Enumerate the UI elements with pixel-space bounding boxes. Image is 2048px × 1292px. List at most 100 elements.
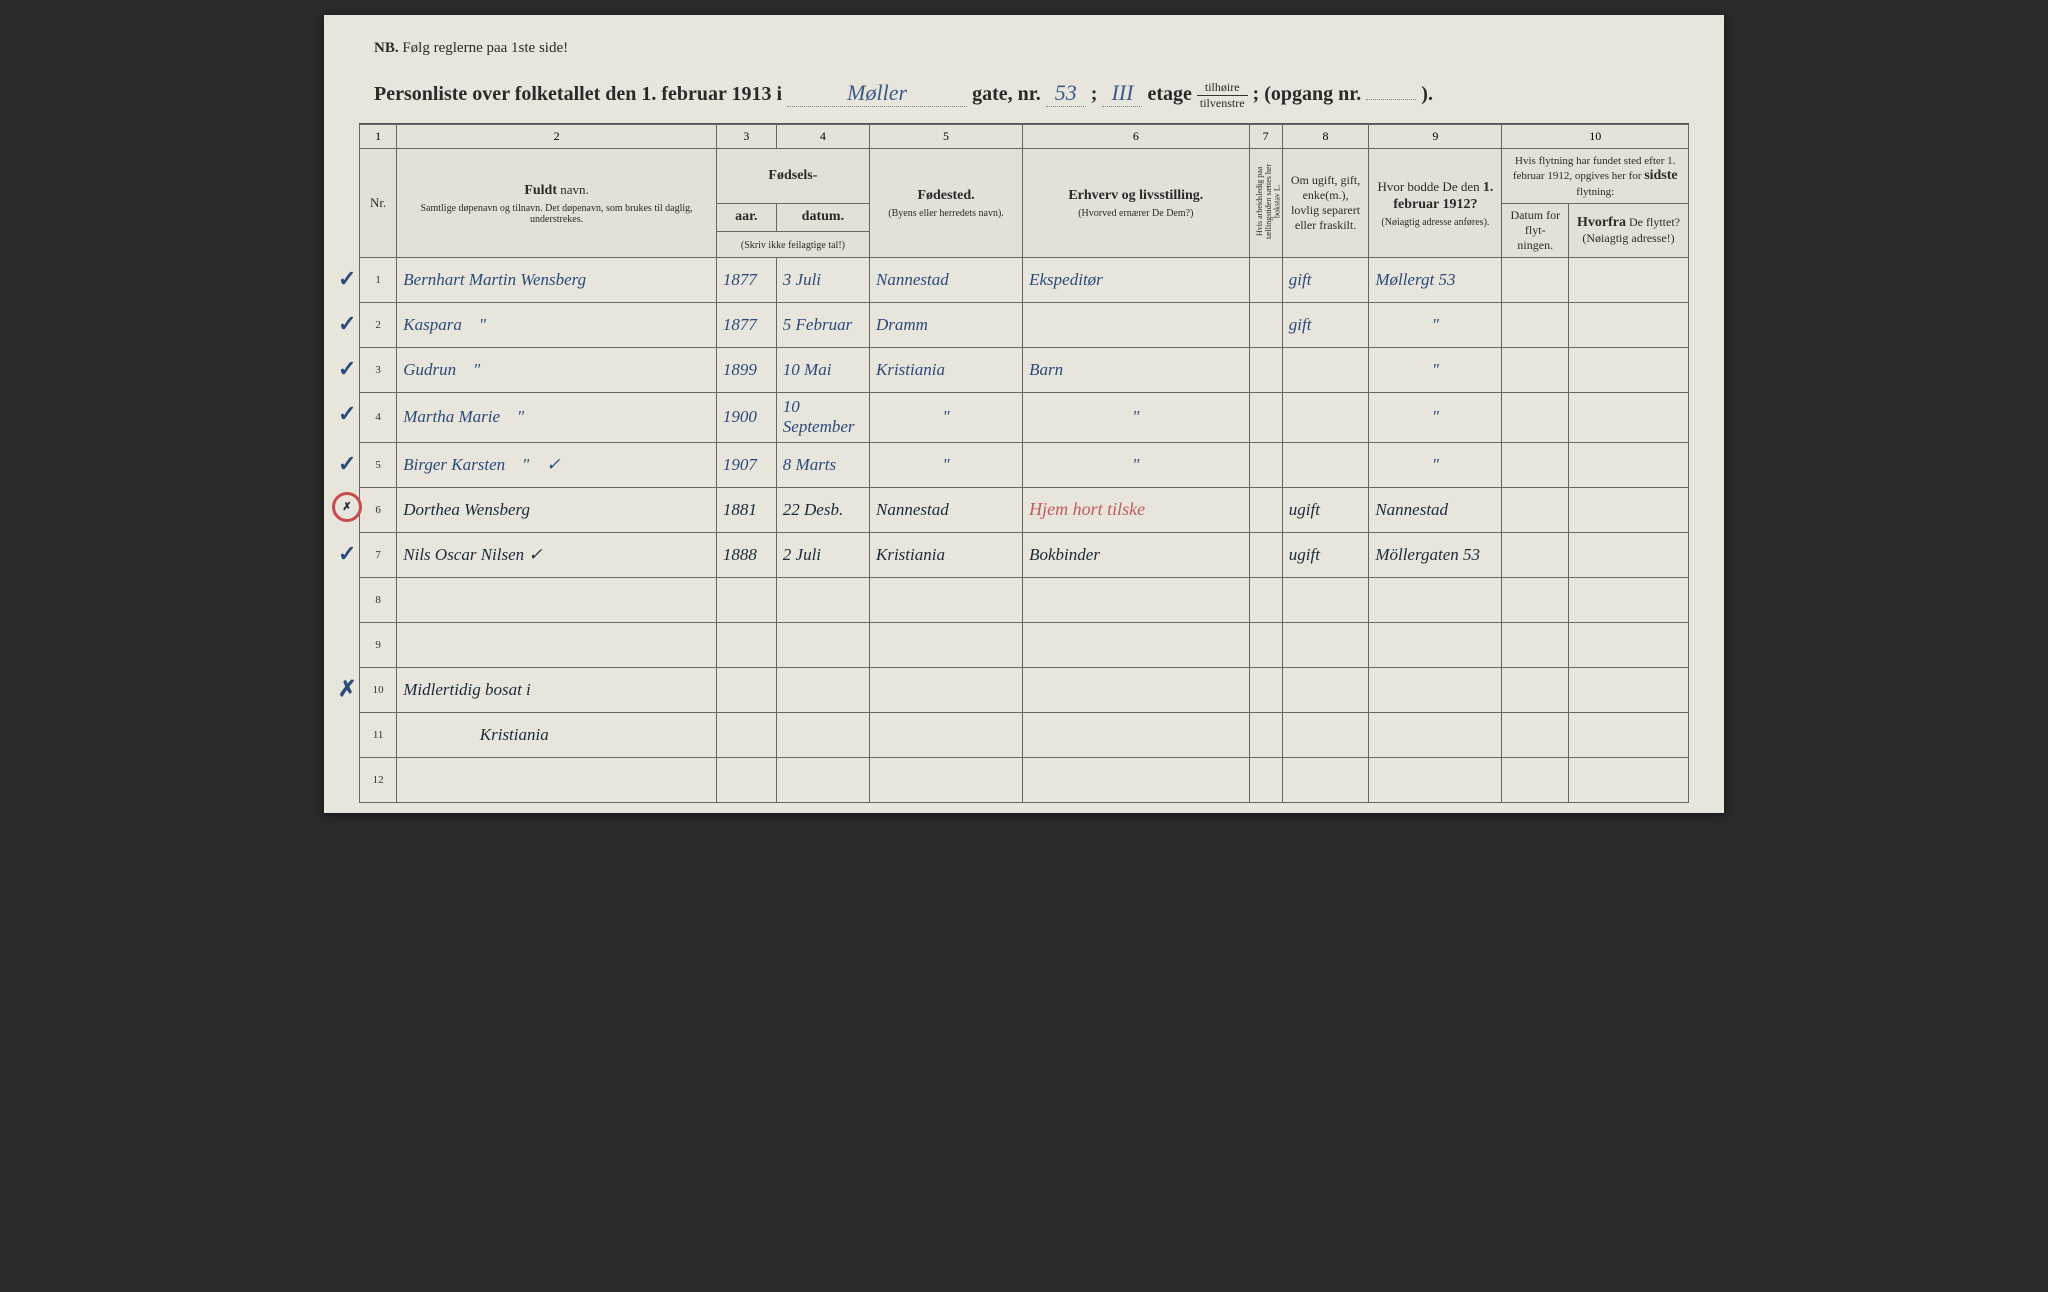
birthplace-cell: Nannestad (869, 487, 1022, 532)
name-cell: Bernhart Martin Wensberg (397, 258, 717, 303)
row-nr-cell: 7✓ (360, 532, 397, 577)
marital-text: ugift (1289, 545, 1320, 564)
title-line: Personliste over folketallet den 1. febr… (359, 75, 1689, 124)
col7-cell (1249, 667, 1282, 712)
header-birth-title: Fødsels- (716, 149, 869, 204)
year-text: 1899 (723, 360, 757, 379)
year-cell: 1899 (716, 348, 776, 393)
year-cell (716, 712, 776, 757)
date-cell: 2 Juli (776, 532, 869, 577)
table-row: 2✓Kaspara "18775 FebruarDrammgift" (360, 303, 1689, 348)
table-row: 4✓Martha Marie "190010 September""" (360, 393, 1689, 443)
movedate-cell (1502, 757, 1569, 802)
occupation-cell: Ekspeditør (1023, 258, 1249, 303)
occupation-cell: Hjem hort tilske (1023, 487, 1249, 532)
row-nr-cell: 6✗ (360, 487, 397, 532)
colnum-9: 9 (1369, 125, 1502, 149)
header-name-bold: Fuldt (524, 183, 557, 198)
residence-cell: " (1369, 442, 1502, 487)
birthplace-text: Dramm (876, 315, 928, 334)
marital-cell (1282, 712, 1369, 757)
col7-cell (1249, 712, 1282, 757)
row-nr-cell: 10✗ (360, 667, 397, 712)
birthplace-text: Kristiania (876, 545, 945, 564)
header-move-intro: Hvis flytning har fundet sted efter 1. f… (1502, 149, 1689, 204)
residence-text: " (1432, 407, 1439, 426)
occupation-cell (1023, 577, 1249, 622)
header-birthplace-bold: Fødested. (917, 188, 974, 203)
date-text: 8 Marts (783, 455, 836, 474)
date-text: 22 Desb. (783, 500, 843, 519)
checkmark: ✓ (338, 266, 356, 292)
marital-cell: ugift (1282, 487, 1369, 532)
marital-cell: gift (1282, 303, 1369, 348)
row-nr-cell: 9 (360, 622, 397, 667)
movedate-cell (1502, 348, 1569, 393)
title-text-4: etage (1147, 83, 1191, 105)
header-birth-bold: Fødsels- (768, 168, 817, 183)
birthplace-cell (869, 577, 1022, 622)
row-nr-cell: 1✓ (360, 258, 397, 303)
marital-text: gift (1289, 315, 1312, 334)
residence-cell: " (1369, 393, 1502, 443)
side-fraction: tilhøire tilvenstre (1197, 80, 1248, 111)
header-col7-text: Hvis arbeidsledig paa tællingstiden sætt… (1256, 156, 1282, 246)
name-text: Midlertidig bosat i (403, 680, 531, 699)
date-cell (776, 757, 869, 802)
movefrom-cell (1569, 303, 1689, 348)
name-text: Birger Karsten " ✓ (403, 455, 560, 474)
header-birth-sub: (Skriv ikke feilagtige tal!) (716, 231, 869, 257)
year-text: 1907 (723, 455, 757, 474)
header-marital: Om ugift, gift, enke(m.), lovlig separer… (1282, 149, 1369, 258)
movedate-cell (1502, 667, 1569, 712)
occupation-cell (1023, 622, 1249, 667)
occupation-cell (1023, 303, 1249, 348)
header-occupation: Erhverv og livsstilling. (Hvorved ernære… (1023, 149, 1249, 258)
movefrom-cell (1569, 577, 1689, 622)
date-text: 2 Juli (783, 545, 821, 564)
movedate-cell (1502, 577, 1569, 622)
colnum-2: 2 (397, 125, 717, 149)
table-row: 11 Kristiania (360, 712, 1689, 757)
name-text: Martha Marie " (403, 407, 524, 426)
name-text: Kaspara " (403, 315, 486, 334)
date-cell (776, 712, 869, 757)
movedate-cell (1502, 442, 1569, 487)
year-text: 1877 (723, 270, 757, 289)
table-body: 1✓Bernhart Martin Wensberg18773 JuliNann… (360, 258, 1689, 803)
residence-text: " (1432, 360, 1439, 379)
name-cell: Dorthea Wensberg (397, 487, 717, 532)
marital-cell: ugift (1282, 532, 1369, 577)
title-text-5: ; (opgang nr. (1253, 83, 1362, 105)
table-row: 3✓Gudrun "189910 MaiKristianiaBarn" (360, 348, 1689, 393)
marital-text: gift (1289, 270, 1312, 289)
header-move-from-bold: Hvorfra (1577, 215, 1626, 230)
title-text-3: ; (1091, 83, 1098, 105)
year-text: 1877 (723, 315, 757, 334)
header-birth-year-text: aar. (735, 209, 757, 224)
movefrom-cell (1569, 712, 1689, 757)
header-occupation-sub: (Hvorved ernærer De Dem?) (1029, 208, 1242, 219)
movefrom-cell (1569, 442, 1689, 487)
birthplace-text: Kristiania (876, 360, 945, 379)
marital-cell (1282, 393, 1369, 443)
column-numbers-row: 1 2 3 4 5 6 7 8 9 10 (360, 125, 1689, 149)
movedate-cell (1502, 303, 1569, 348)
birthplace-cell: Nannestad (869, 258, 1022, 303)
colnum-1: 1 (360, 125, 397, 149)
name-cell (397, 757, 717, 802)
occupation-cell (1023, 712, 1249, 757)
birthplace-cell (869, 667, 1022, 712)
header-occupation-bold: Erhverv og livsstilling. (1068, 188, 1203, 203)
fraction-top: tilhøire (1197, 80, 1248, 96)
birthplace-cell: Kristiania (869, 348, 1022, 393)
nb-prefix: NB. (374, 40, 399, 56)
name-text: Gudrun " (403, 360, 480, 379)
name-cell (397, 622, 717, 667)
birthplace-text: Nannestad (876, 270, 949, 289)
occupation-text: Hjem hort tilske (1029, 499, 1145, 519)
header-birth-year: aar. (716, 204, 776, 232)
date-cell (776, 622, 869, 667)
header-move-date: Datum for flyt-ningen. (1502, 204, 1569, 258)
residence-cell (1369, 577, 1502, 622)
